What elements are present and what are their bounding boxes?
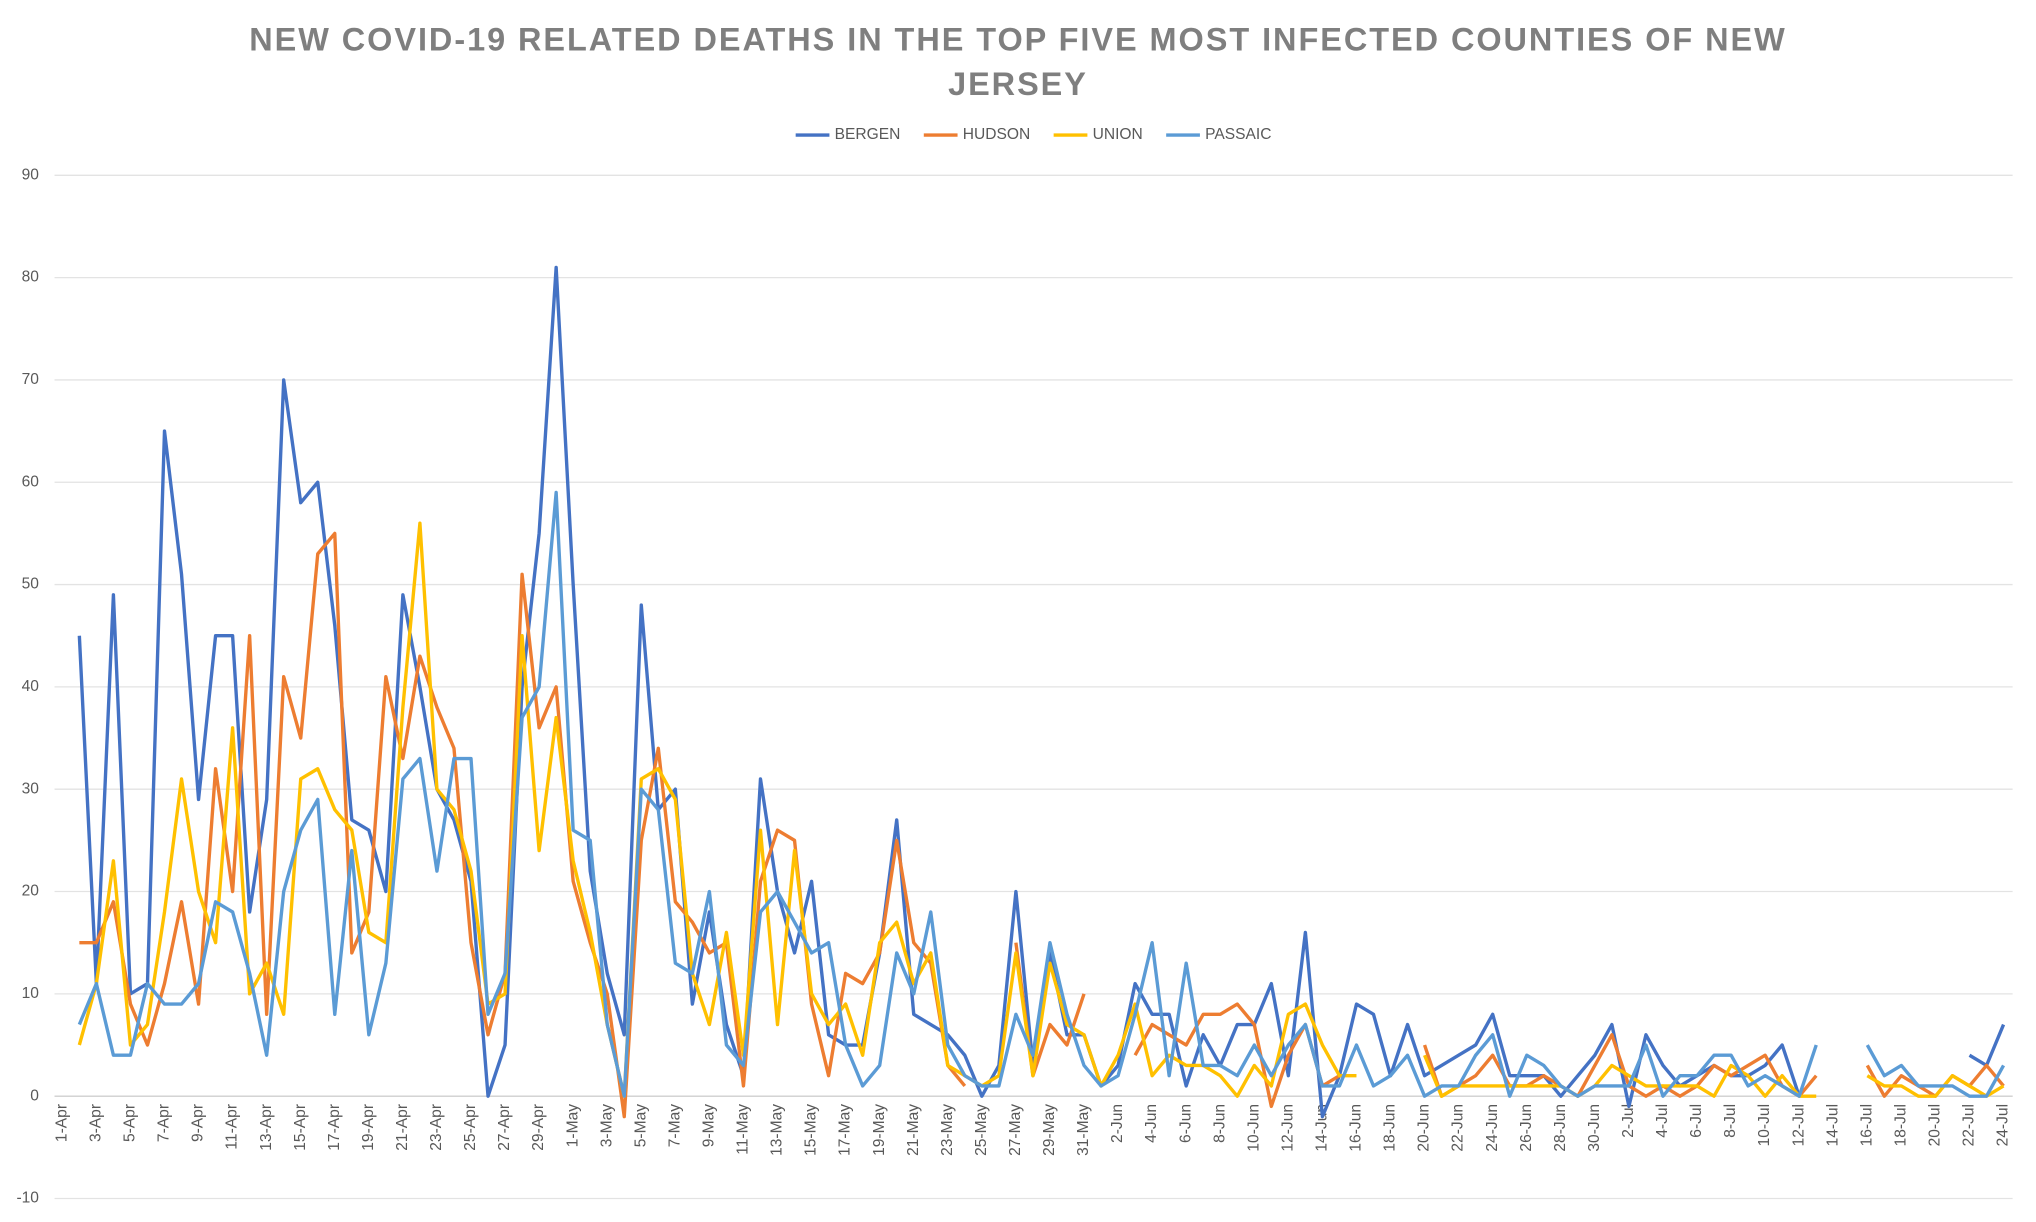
x-tick-label: 17-Apr [326,1104,343,1151]
x-tick-label: 3-May [598,1104,615,1147]
chart-title: NEW COVID-19 RELATED DEATHS IN THE TOP F… [249,22,1787,103]
y-tick-label: 50 [22,576,40,593]
y-tick-label: 0 [30,1087,39,1104]
y-tick-label: 20 [22,883,40,900]
x-tick-label: 26-Jun [1518,1104,1535,1152]
x-tick-label: 19-May [871,1104,888,1156]
x-tick-label: 11-May [735,1104,752,1155]
x-tick-label: 9-Apr [190,1104,207,1142]
x-tick-label: 14-Jul [1824,1104,1841,1146]
series-line [1968,1023,2006,1068]
x-tick-label: 6-Jul [1688,1104,1705,1138]
x-tick-label: 2-Jul [1620,1104,1637,1138]
series-line [77,490,1818,1098]
x-tick-label: 18-Jul [1892,1104,1909,1146]
x-tick-label: 13-Apr [258,1104,275,1151]
x-tick-label: 14-Jun [1314,1104,1331,1152]
x-tick-label: 4-Jul [1654,1104,1671,1138]
x-tick-label: 10-Jul [1756,1104,1773,1146]
x-tick-label: 23-May [939,1104,956,1156]
legend-label: UNION [1093,126,1143,143]
x-tick-label: 12-Jun [1279,1104,1296,1152]
x-tick-label: 11-Apr [224,1104,241,1150]
x-tick-label: 16-Jun [1348,1104,1365,1152]
series-line [1422,1033,1818,1098]
x-tick-label: 15-Apr [292,1104,309,1151]
x-tick-label: 23-Apr [428,1104,445,1151]
y-tick-label: 30 [22,780,40,797]
x-tick-label: 24-Jul [1995,1104,2012,1146]
x-tick-label: 20-Jun [1416,1104,1433,1152]
x-tick-label: 21-May [905,1104,922,1156]
x-tick-label: 22-Jun [1450,1104,1467,1152]
x-tick-label: 21-Apr [394,1104,411,1151]
x-tick-label: 6-Jun [1177,1104,1194,1143]
y-tick-label: -10 [16,1190,39,1207]
series-line [77,265,1801,1119]
x-tick-label: 5-Apr [122,1104,139,1142]
x-tick-label: 25-May [973,1104,990,1156]
x-tick-label: 18-Jun [1382,1104,1399,1152]
x-tick-label: 30-Jun [1586,1104,1603,1152]
x-tick-label: 27-Apr [496,1104,513,1151]
series-line [1865,1063,2005,1098]
x-tick-label: 29-May [1041,1104,1058,1156]
legend-label: BERGEN [835,126,901,143]
x-tick-label: 19-Apr [360,1104,377,1151]
x-tick-label: 7-Apr [156,1104,173,1142]
x-tick-label: 5-May [632,1104,649,1147]
x-tick-label: 16-Jul [1858,1104,1875,1146]
series-line [1423,1054,1817,1098]
x-tick-label: 27-May [1007,1104,1024,1156]
x-tick-label: 31-May [1075,1104,1092,1156]
x-tick-label: 4-Jun [1143,1104,1160,1143]
series-line [79,531,967,1119]
x-tick-label: 25-Apr [462,1104,479,1151]
x-tick-label: 12-Jul [1790,1104,1807,1146]
x-tick-label: 22-Jul [1961,1104,1978,1146]
x-tick-label: 15-May [803,1104,820,1156]
x-tick-label: 2-Jun [1109,1104,1126,1143]
series-line [1866,1074,2005,1098]
x-tick-label: 29-Apr [530,1104,547,1151]
x-tick-label: 24-Jun [1484,1104,1501,1152]
x-tick-label: 8-Jun [1211,1104,1228,1143]
x-tick-label: 9-May [701,1104,718,1147]
series-line [1865,1044,2006,1098]
x-tick-label: 17-May [837,1104,854,1156]
y-tick-label: 80 [22,269,40,286]
x-tick-label: 1-Apr [53,1104,70,1142]
y-tick-label: 90 [22,166,40,183]
legend-label: PASSAIC [1205,126,1271,143]
y-tick-label: 60 [22,473,40,490]
x-tick-label: 8-Jul [1722,1104,1739,1138]
x-tick-label: 28-Jun [1552,1104,1569,1152]
x-tick-label: 3-Apr [87,1104,104,1142]
x-tick-label: 7-May [666,1104,683,1147]
x-tick-label: 13-May [769,1104,786,1156]
legend-label: HUDSON [963,126,1031,143]
x-tick-label: 20-Jul [1927,1104,1944,1146]
x-tick-label: 10-Jun [1245,1104,1262,1152]
y-tick-label: 10 [22,985,40,1002]
x-tick-label: 1-May [564,1104,581,1147]
y-tick-label: 40 [22,678,40,695]
y-tick-label: 70 [22,371,40,388]
